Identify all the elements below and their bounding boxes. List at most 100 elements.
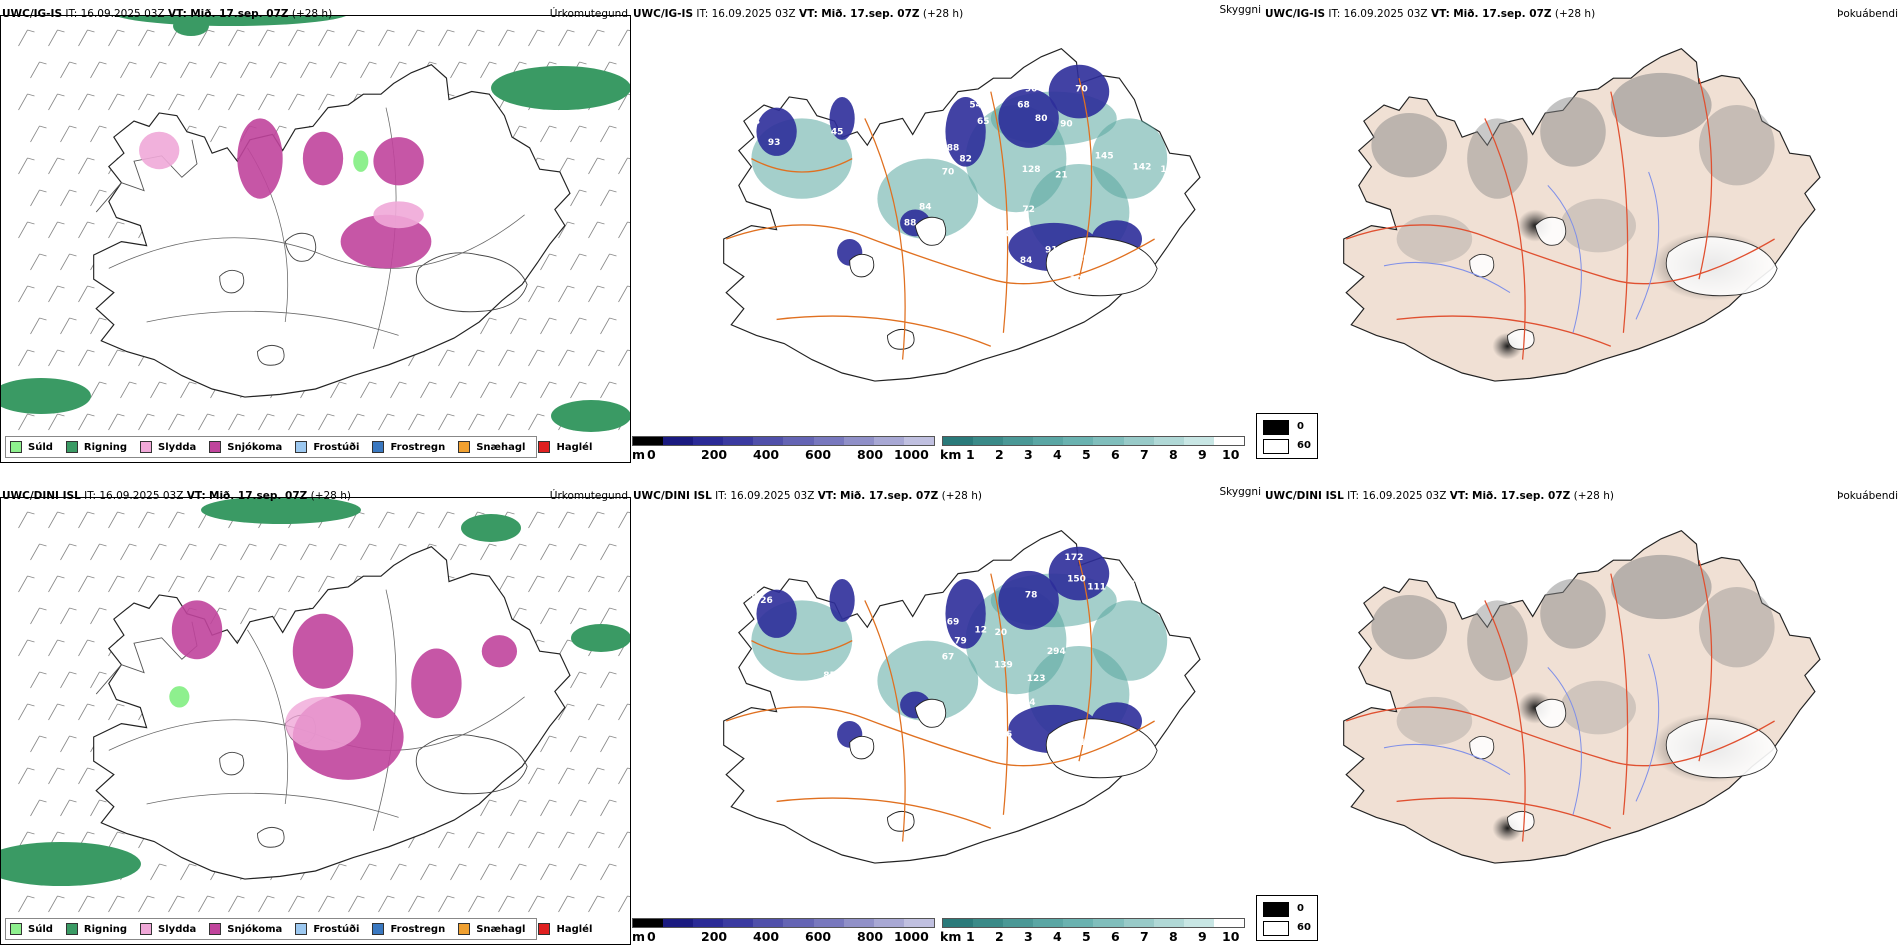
it-label: IT: [84, 490, 97, 502]
forecast-row: Súld Rigning Slydda Snjókoma Frostúði Frostre… [0, 482, 1900, 952]
cloud-base-value: 21 [1055, 170, 1068, 180]
cloud-base-value: 139 [994, 660, 1013, 670]
precip-legend-swatch [458, 923, 471, 935]
visibility-colorbar-step [1003, 437, 1034, 445]
visibility-tick: 9 [1198, 929, 1207, 944]
vt-label: VT: [1430, 8, 1450, 20]
wind-barb [438, 29, 455, 47]
wind-barb [78, 575, 95, 593]
visibility-tick: 10 [1222, 929, 1240, 944]
wind-barb [108, 575, 125, 593]
wind-barb [510, 317, 527, 335]
visibility-tick: 1 [966, 447, 975, 462]
wind-barb [30, 61, 47, 79]
wind-barb [600, 317, 617, 335]
glacier-outline [1534, 216, 1567, 246]
cloud-base-value: 107 [1077, 253, 1096, 263]
height-tick: 200 [701, 929, 728, 944]
wind-barb [120, 543, 137, 561]
cloud-base-value: 106 [833, 232, 852, 242]
low-visibility-area [1091, 118, 1168, 199]
precip-legend-label: Frostregn [390, 923, 446, 935]
lead-time: (+28 h) [310, 490, 351, 502]
wind-barb [600, 381, 617, 399]
low-cloud-base-area [945, 578, 986, 649]
cloud-base-value: 68 [1017, 101, 1030, 111]
cloud-base-value: 150 [1067, 575, 1086, 585]
visibility-map: 8610013459312188848870906880907059546582… [723, 48, 1201, 382]
visibility-colorbar [942, 918, 1245, 928]
init-time: 16.09.2025 03Z [730, 490, 815, 502]
precip-type-panel: Súld Rigning Slydda Snjókoma Frostúði Frostre… [0, 0, 631, 470]
glacier-outline [849, 253, 875, 278]
wind-barb [30, 125, 47, 143]
wind-barb [60, 125, 77, 143]
cloud-base-value: 13 [748, 117, 761, 127]
iceland-map: 8610013459312188848870906880907059546582… [723, 48, 1201, 382]
wind-barb [420, 863, 437, 881]
wind-barb [90, 317, 107, 335]
wind-barb [528, 285, 545, 303]
it-label: IT: [65, 8, 78, 20]
wind-barb [600, 543, 617, 561]
wind-barb [78, 93, 95, 111]
cloud-base-value: 79 [954, 636, 967, 646]
vt-label: VT: [186, 490, 206, 502]
cloud-base-value: 18 [745, 591, 758, 601]
visibility-colorbar-step [1033, 437, 1064, 445]
vt-label: VT: [1449, 490, 1469, 502]
visibility-tick: 1 [966, 929, 975, 944]
wind-barb [78, 29, 95, 47]
snow-area [292, 613, 354, 689]
glacier-outline [219, 269, 245, 294]
wind-barb [570, 607, 587, 625]
cloud-base-value: 80 [1035, 114, 1048, 124]
visibility-colorbar-step [1123, 437, 1154, 445]
fog-shading [1371, 595, 1447, 660]
glacier-outline [1507, 328, 1535, 350]
cloud-base-value: 20 [995, 628, 1008, 638]
wind-barb [558, 511, 575, 529]
visibility-colorbar-step [943, 437, 974, 445]
precip-type-legend: Súld Rigning Slydda Snjókoma Frostúði Frostre… [5, 436, 592, 458]
wind-barb [378, 413, 395, 431]
snow-area [340, 214, 432, 269]
low-cloud-base-area [829, 96, 855, 140]
wind-barb [390, 863, 407, 881]
wind-barb [330, 863, 347, 881]
river-network [1383, 171, 1660, 333]
wind-barb [570, 799, 587, 817]
wind-barb [558, 285, 575, 303]
height-colorbar-step [693, 437, 724, 445]
cloud-base-value: 72 [1022, 205, 1035, 215]
wind-barb [600, 189, 617, 207]
visibility-panel: 20 18 26 85 89 87 72 69 79 67 12 20 139 78 172 150 111 15… [631, 482, 1263, 952]
iceland-coastline [93, 64, 571, 398]
wind-barb [570, 189, 587, 207]
wind-barb [90, 125, 107, 143]
wind-barb [60, 317, 77, 335]
visibility-tick: 4 [1053, 929, 1062, 944]
wind-barb [120, 381, 137, 399]
wind-barb [468, 831, 485, 849]
precip-legend-item: Frostúði [295, 441, 359, 453]
wind-barb [540, 253, 557, 271]
wind-barb [450, 381, 467, 399]
wind-barb [30, 799, 47, 817]
it-label: IT: [715, 490, 728, 502]
precip-legend-swatch [458, 441, 471, 453]
cloud-base-value: 108 [1080, 738, 1099, 748]
visibility-tick: 2 [995, 929, 1004, 944]
cloud-base-value: 45 [831, 127, 844, 137]
precip-legend-label: Frostregn [390, 441, 446, 453]
wind-barb [540, 381, 557, 399]
valid-time: Mið. 17.sep. 07Z [1472, 490, 1571, 502]
cloud-base-value: 115 [1160, 165, 1179, 175]
wind-barb [48, 703, 65, 721]
wind-barb [378, 511, 395, 529]
fog-key-label-0: 0 [1297, 903, 1304, 914]
wind-barb [570, 543, 587, 561]
wind-barb [30, 189, 47, 207]
iceland-map [1343, 48, 1821, 382]
glacier-outline [415, 734, 528, 795]
